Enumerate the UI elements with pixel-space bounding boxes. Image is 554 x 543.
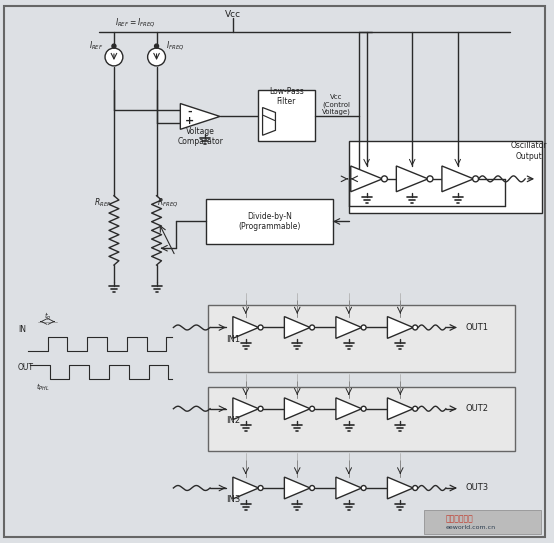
Polygon shape <box>181 104 220 129</box>
Polygon shape <box>387 477 413 499</box>
Polygon shape <box>387 398 413 420</box>
Circle shape <box>147 48 166 66</box>
Text: $I_{REF}$: $I_{REF}$ <box>89 40 103 52</box>
Polygon shape <box>233 317 259 338</box>
Text: OUT1: OUT1 <box>466 323 489 332</box>
Polygon shape <box>396 166 428 192</box>
Circle shape <box>413 406 418 411</box>
Bar <box>208 387 515 451</box>
Text: $I_{REF}=I_{FREQ}$: $I_{REF}=I_{FREQ}$ <box>115 16 155 29</box>
Bar <box>258 90 315 141</box>
Text: eeworld.com.cn: eeworld.com.cn <box>446 525 496 530</box>
Text: $t_{PHL}$: $t_{PHL}$ <box>35 381 49 393</box>
Circle shape <box>413 325 418 330</box>
Text: IN3: IN3 <box>226 495 240 504</box>
Text: -: - <box>187 106 192 117</box>
Text: OUT2: OUT2 <box>466 404 489 413</box>
Text: +: + <box>184 116 194 127</box>
Circle shape <box>155 44 158 48</box>
Circle shape <box>361 325 366 330</box>
Text: OUT3: OUT3 <box>466 483 489 493</box>
Circle shape <box>112 44 116 48</box>
Circle shape <box>258 325 263 330</box>
Polygon shape <box>336 398 362 420</box>
Text: IN2: IN2 <box>226 416 240 425</box>
Text: Low-Pass
Filter: Low-Pass Filter <box>269 87 304 106</box>
Text: Voltage
Comparator: Voltage Comparator <box>177 127 223 146</box>
Polygon shape <box>233 477 259 499</box>
Text: $R_{REF}$: $R_{REF}$ <box>94 197 112 209</box>
Circle shape <box>258 406 263 411</box>
Polygon shape <box>284 398 310 420</box>
Bar <box>349 141 542 212</box>
Circle shape <box>310 406 315 411</box>
Text: IN1: IN1 <box>226 335 240 344</box>
Text: Vcc
(Control
Voltage): Vcc (Control Voltage) <box>322 94 351 115</box>
Text: Divide-by-N
(Programmable): Divide-by-N (Programmable) <box>238 212 301 231</box>
Circle shape <box>310 485 315 490</box>
Circle shape <box>258 485 263 490</box>
Polygon shape <box>284 317 310 338</box>
Text: Oscillator
Output: Oscillator Output <box>510 141 547 161</box>
Text: 电子工程世界: 电子工程世界 <box>446 514 474 523</box>
Circle shape <box>473 176 479 182</box>
Circle shape <box>310 325 315 330</box>
Circle shape <box>427 176 433 182</box>
Circle shape <box>382 176 387 182</box>
Circle shape <box>413 485 418 490</box>
Bar <box>206 199 333 244</box>
Polygon shape <box>442 166 474 192</box>
Circle shape <box>361 406 366 411</box>
Polygon shape <box>233 398 259 420</box>
Polygon shape <box>284 477 310 499</box>
Polygon shape <box>351 166 382 192</box>
Text: IN: IN <box>18 325 26 334</box>
Polygon shape <box>336 477 362 499</box>
Circle shape <box>361 485 366 490</box>
Text: OUT: OUT <box>18 363 34 371</box>
Text: $I_{FREQ}$: $I_{FREQ}$ <box>166 40 185 53</box>
Polygon shape <box>336 317 362 338</box>
Polygon shape <box>387 317 413 338</box>
Text: Vcc: Vcc <box>225 10 241 19</box>
Polygon shape <box>263 108 275 135</box>
Bar <box>424 510 541 534</box>
Text: $t_p$: $t_p$ <box>44 311 52 323</box>
Text: $R_{FREQ}$: $R_{FREQ}$ <box>157 196 178 209</box>
Bar <box>208 305 515 372</box>
Circle shape <box>105 48 123 66</box>
